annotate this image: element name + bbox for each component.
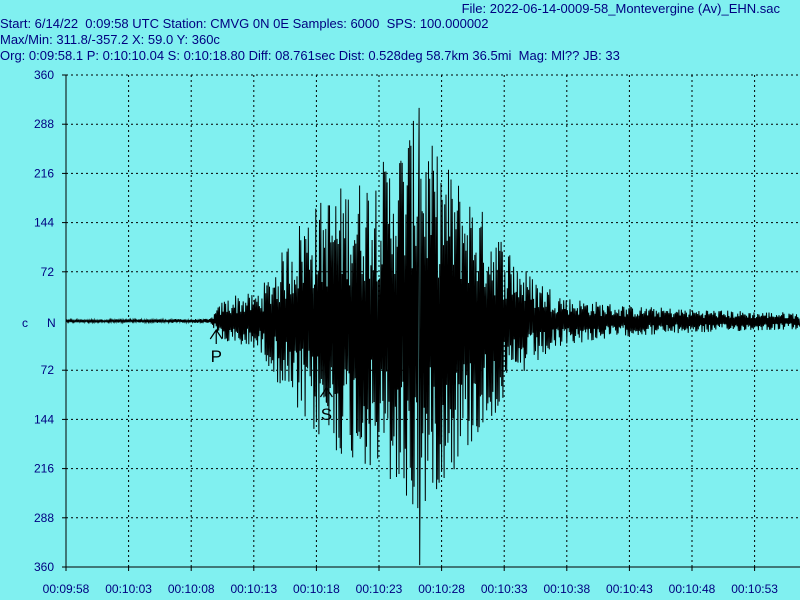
y-tick-label: 360 <box>34 68 54 82</box>
y-tick-label: 144 <box>34 216 54 230</box>
x-tick-label: 00:10:13 <box>230 582 277 596</box>
y-tick-label: 288 <box>34 117 54 131</box>
x-tick-label: 00:10:18 <box>293 582 340 596</box>
x-tick-label: 00:10:53 <box>731 582 778 596</box>
x-tick-label: 00:10:08 <box>168 582 215 596</box>
y-tick-label: 288 <box>34 511 54 525</box>
y-tick-label: 216 <box>34 166 54 180</box>
component-label: N <box>47 316 56 330</box>
channel-marker: c <box>22 316 28 330</box>
pick-label-s: S <box>321 405 332 424</box>
pick-arrow-p <box>209 328 223 344</box>
x-tick-label: 00:09:58 <box>43 582 90 596</box>
x-tick-label: 00:10:38 <box>543 582 590 596</box>
x-tick-label: 00:10:28 <box>418 582 465 596</box>
x-tick-label: 00:10:48 <box>669 582 716 596</box>
phase-picks: PS <box>209 328 333 424</box>
x-tick-label: 00:10:23 <box>356 582 403 596</box>
y-tick-label: 144 <box>34 412 54 426</box>
seismic-trace <box>65 107 800 566</box>
y-tick-label: 72 <box>41 265 55 279</box>
y-tick-label: 72 <box>41 363 55 377</box>
max-min-info: Max/Min: 311.8/-357.2 X: 59.0 Y: 360c <box>0 32 220 47</box>
x-tick-label: 00:10:03 <box>105 582 152 596</box>
x-tick-label: 00:10:33 <box>481 582 528 596</box>
y-tick-label: 216 <box>34 462 54 476</box>
y-axis-ticks: 360 288 216 144 72 72 144 216 288 360 <box>34 68 66 574</box>
origin-info: Org: 0:09:58.1 P: 0:10:10.04 S: 0:10:18.… <box>0 48 620 63</box>
x-axis-ticks: 00:09:58 00:10:03 00:10:08 00:10:13 00:10:18… <box>43 567 778 596</box>
x-tick-label: 00:10:43 <box>606 582 653 596</box>
start-info: Start: 6/14/22 0:09:58 UTC Station: CMVG… <box>0 16 489 31</box>
pick-label-p: P <box>211 347 222 366</box>
y-tick-label: 360 <box>34 560 54 574</box>
file-name: File: 2022-06-14-0009-58_Montevergine (A… <box>461 1 780 16</box>
pick-arrow-s <box>319 386 333 402</box>
